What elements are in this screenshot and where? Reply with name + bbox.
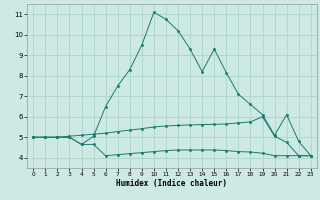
X-axis label: Humidex (Indice chaleur): Humidex (Indice chaleur) <box>116 179 228 188</box>
